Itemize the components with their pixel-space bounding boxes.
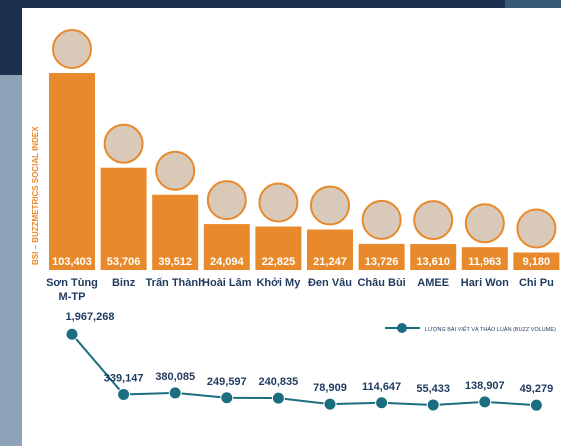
- value-label: 13,610: [416, 256, 450, 268]
- value-label: 13,726: [365, 256, 399, 268]
- point: [530, 399, 542, 411]
- point: [169, 387, 181, 399]
- value-label: 1,967,268: [66, 311, 115, 323]
- point: [427, 399, 439, 411]
- bar: [101, 168, 147, 270]
- corner: [505, 0, 561, 8]
- avatar: [414, 201, 452, 239]
- bar: [49, 73, 95, 270]
- value-label: 11,963: [468, 256, 501, 268]
- chart: BSI – BUZZMETRICS SOCIAL INDEX 103,403 53…: [0, 0, 561, 446]
- legend-label: LƯỢNG BÀI VIẾT VÀ THẢO LUẬN (BUZZ VOLUME…: [425, 326, 556, 333]
- point: [376, 397, 388, 409]
- avatar: [363, 201, 401, 239]
- value-label: 138,907: [465, 380, 505, 392]
- value-label: 24,094: [210, 256, 245, 268]
- avatar: [259, 184, 297, 222]
- value-label: 55,433: [416, 383, 450, 395]
- value-label: 339,147: [104, 372, 144, 384]
- avatar: [517, 210, 555, 248]
- value-label: 53,706: [107, 256, 141, 268]
- value-label: 22,825: [262, 256, 296, 268]
- value-label: 49,279: [520, 383, 554, 395]
- value-label: 380,085: [155, 371, 195, 383]
- legend-marker: [397, 323, 407, 333]
- value-label: 240,835: [259, 376, 299, 388]
- value-label: 9,180: [523, 256, 551, 268]
- avatar: [311, 187, 349, 225]
- point: [66, 328, 78, 340]
- point: [272, 392, 284, 404]
- avatar: [105, 125, 143, 163]
- avatar: [156, 152, 194, 190]
- value-label: 103,403: [52, 256, 92, 268]
- value-label: 21,247: [313, 256, 347, 268]
- point: [118, 388, 130, 400]
- value-label: 114,647: [362, 381, 401, 393]
- avatar: [53, 30, 91, 68]
- value-label: 39,512: [158, 256, 192, 268]
- value-label: 249,597: [207, 376, 247, 388]
- avatar: [466, 204, 504, 242]
- side-strip: [0, 75, 22, 446]
- value-label: 78,909: [313, 382, 347, 394]
- y-axis-title: BSI – BUZZMETRICS SOCIAL INDEX: [31, 126, 40, 265]
- point: [479, 396, 491, 408]
- point: [324, 398, 336, 410]
- avatar: [208, 181, 246, 219]
- x-tick-label: Chi Pu: [506, 276, 561, 290]
- point: [221, 392, 233, 404]
- infographic: BSI – BUZZMETRICS SOCIAL INDEX 103,403 53…: [0, 0, 561, 446]
